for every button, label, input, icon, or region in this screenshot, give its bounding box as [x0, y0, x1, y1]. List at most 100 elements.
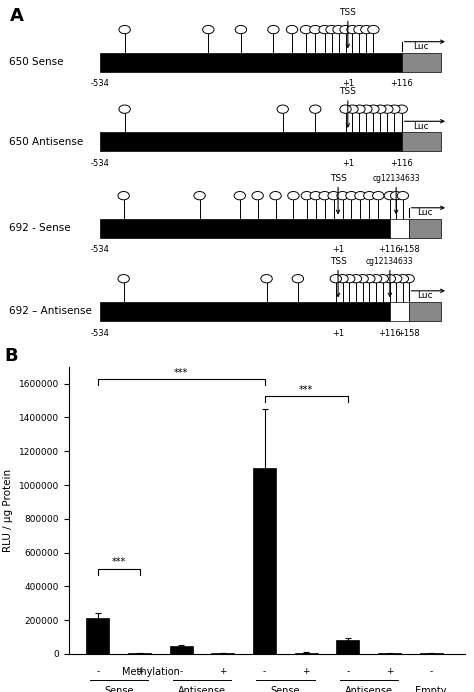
Bar — [211, 653, 234, 654]
Circle shape — [357, 275, 368, 283]
Circle shape — [397, 192, 409, 200]
Text: +116: +116 — [379, 246, 401, 255]
Circle shape — [361, 105, 372, 113]
Circle shape — [377, 275, 388, 283]
Circle shape — [370, 275, 382, 283]
Text: +1: +1 — [342, 80, 354, 89]
Text: -: - — [180, 667, 183, 676]
Bar — [100, 219, 390, 238]
Circle shape — [361, 26, 372, 34]
Circle shape — [310, 26, 321, 34]
Text: cg12134633: cg12134633 — [366, 257, 414, 266]
Circle shape — [354, 26, 365, 34]
Text: -: - — [96, 667, 100, 676]
Bar — [409, 219, 441, 238]
Bar — [100, 132, 402, 152]
Text: ***: *** — [174, 367, 188, 378]
Text: ***: *** — [299, 385, 313, 394]
Bar — [253, 468, 276, 654]
Bar — [100, 53, 402, 72]
Circle shape — [368, 26, 379, 34]
Circle shape — [234, 192, 246, 200]
Text: +116: +116 — [379, 329, 401, 338]
Circle shape — [347, 26, 358, 34]
Bar — [390, 302, 409, 321]
Text: Antisense: Antisense — [178, 686, 226, 692]
Circle shape — [391, 275, 402, 283]
Circle shape — [384, 192, 396, 200]
Circle shape — [326, 26, 337, 34]
Circle shape — [270, 192, 281, 200]
Bar — [128, 653, 151, 654]
Text: TSS: TSS — [329, 174, 346, 183]
Bar — [170, 646, 192, 654]
Text: -: - — [346, 667, 349, 676]
Circle shape — [340, 105, 351, 113]
Circle shape — [330, 275, 342, 283]
Circle shape — [319, 26, 330, 34]
Text: 692 – Antisense: 692 – Antisense — [9, 307, 92, 316]
Circle shape — [261, 275, 272, 283]
Circle shape — [286, 26, 298, 34]
Text: +158: +158 — [397, 329, 420, 338]
Text: +: + — [136, 667, 143, 676]
Text: TSS: TSS — [339, 8, 356, 17]
Circle shape — [310, 192, 321, 200]
Circle shape — [328, 192, 339, 200]
Circle shape — [391, 192, 402, 200]
Circle shape — [337, 192, 348, 200]
Circle shape — [364, 192, 375, 200]
Circle shape — [368, 105, 379, 113]
Circle shape — [373, 192, 384, 200]
Y-axis label: RLU / μg Protein: RLU / μg Protein — [3, 468, 13, 552]
Text: cg12134633: cg12134633 — [373, 174, 420, 183]
Circle shape — [194, 192, 205, 200]
Text: TSS: TSS — [329, 257, 346, 266]
Circle shape — [277, 105, 288, 113]
Circle shape — [118, 192, 129, 200]
Text: +158: +158 — [397, 246, 420, 255]
Text: Luc: Luc — [417, 291, 433, 300]
Text: TSS: TSS — [339, 87, 356, 96]
Circle shape — [292, 275, 303, 283]
Circle shape — [235, 26, 246, 34]
Circle shape — [337, 275, 348, 283]
Text: A: A — [9, 7, 23, 25]
Bar — [409, 302, 441, 321]
Text: Sense: Sense — [104, 686, 134, 692]
Circle shape — [346, 192, 357, 200]
Circle shape — [344, 275, 355, 283]
Bar — [337, 640, 359, 654]
Circle shape — [288, 192, 299, 200]
Text: 650 Antisense: 650 Antisense — [9, 137, 84, 147]
Text: B: B — [5, 347, 18, 365]
Circle shape — [203, 26, 214, 34]
Text: Luc: Luc — [417, 208, 433, 217]
Circle shape — [347, 105, 358, 113]
Text: Luc: Luc — [413, 42, 429, 51]
Circle shape — [301, 26, 312, 34]
Circle shape — [268, 26, 279, 34]
Text: +: + — [219, 667, 227, 676]
Text: +116: +116 — [391, 159, 413, 168]
Circle shape — [396, 105, 408, 113]
Circle shape — [397, 275, 409, 283]
Text: -534: -534 — [90, 329, 109, 338]
Circle shape — [119, 105, 130, 113]
Circle shape — [403, 275, 414, 283]
Bar — [295, 653, 318, 654]
Bar — [402, 132, 441, 152]
Circle shape — [340, 26, 351, 34]
Text: Sense: Sense — [271, 686, 300, 692]
Text: -534: -534 — [90, 80, 109, 89]
Text: +: + — [302, 667, 310, 676]
Circle shape — [354, 105, 365, 113]
Text: +: + — [386, 667, 393, 676]
Text: +1: +1 — [332, 329, 344, 338]
Text: 692 - Sense: 692 - Sense — [9, 224, 71, 233]
Text: Empty
vector: Empty vector — [415, 686, 447, 692]
Text: Methylation: Methylation — [122, 667, 180, 677]
Text: +116: +116 — [391, 80, 413, 89]
Circle shape — [374, 105, 386, 113]
Circle shape — [119, 26, 130, 34]
